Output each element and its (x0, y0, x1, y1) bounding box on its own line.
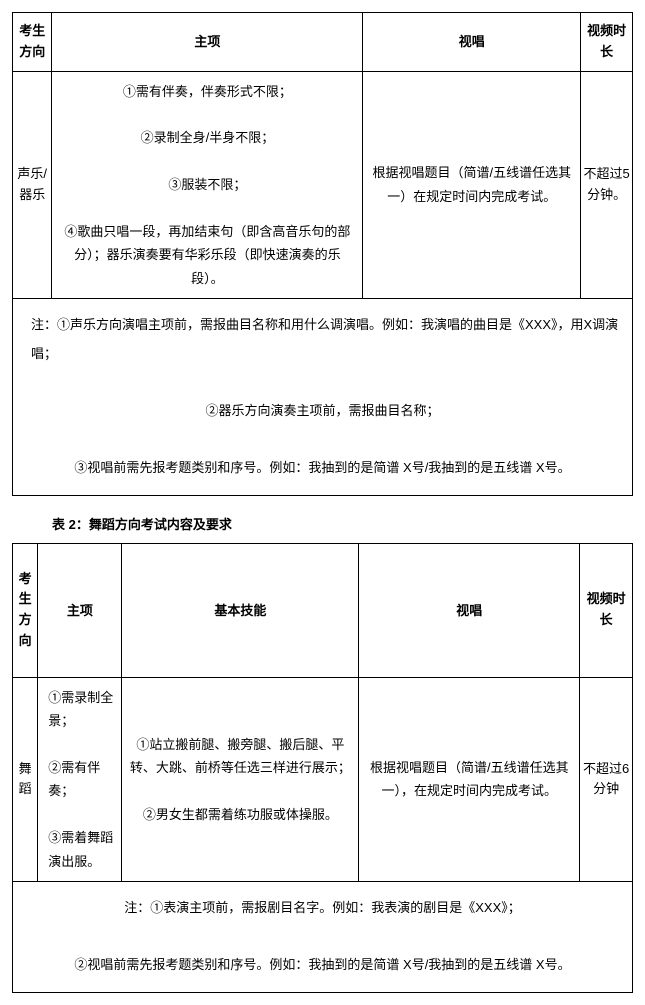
t2-main-l3: ③需着舞蹈演出服。 (48, 826, 115, 873)
t1-main-l1: ①需有伴奏，伴奏形式不限； (58, 80, 356, 103)
t2-note-cell: 注：①表演主项前，需报剧目名字。例如：我表演的剧目是《XXX》； ②视唱前需先报… (13, 881, 633, 992)
table-row: 考生方向 主项 基本技能 视唱 视频时长 (13, 543, 633, 677)
t1-header-duration: 视频时长 (581, 13, 633, 72)
t2-note-l1: 注：①表演主项前，需报剧目名字。例如：我表演的剧目是《XXX》； (21, 894, 624, 923)
table-2: 考生方向 主项 基本技能 视唱 视频时长 舞蹈 ①需录制全景； ②需有伴奏； ③… (12, 543, 633, 993)
t1-main-cell: ①需有伴奏，伴奏形式不限； ②录制全身/半身不限； ③服装不限； ④歌曲只唱一段… (52, 71, 363, 299)
t1-main-l2: ②录制全身/半身不限； (58, 126, 356, 149)
t1-main-l3: ③服装不限； (58, 173, 356, 196)
table-row: 声乐/器乐 ①需有伴奏，伴奏形式不限； ②录制全身/半身不限； ③服装不限； ④… (13, 71, 633, 299)
t1-main-l4: ④歌曲只唱一段，再加结束句（即含高音乐句的部分）；器乐演奏要有华彩乐段（即快速演… (58, 220, 356, 290)
t2-note-l2: ②视唱前需先报考题类别和序号。例如：我抽到的是简谱 X号/我抽到的是五线谱 X号… (21, 951, 624, 980)
t2-header-skill: 基本技能 (122, 543, 359, 677)
t1-duration: 不超过5分钟。 (581, 71, 633, 299)
t2-header-sight: 视唱 (359, 543, 580, 677)
t2-header-direction: 考生方向 (13, 543, 38, 677)
t1-note-cell: 注：①声乐方向演唱主项前，需报曲目名称和用什么调演唱。例如：我演唱的曲目是《XX… (13, 299, 633, 496)
t2-skill-l2: ②男女生都需着练功服或体操服。 (128, 803, 352, 826)
t1-header-sight: 视唱 (363, 13, 581, 72)
table-row: 注：①表演主项前，需报剧目名字。例如：我表演的剧目是《XXX》； ②视唱前需先报… (13, 881, 633, 992)
t2-duration: 不超过6分钟 (580, 677, 633, 881)
t1-header-main: 主项 (52, 13, 363, 72)
table-row: 舞蹈 ①需录制全景； ②需有伴奏； ③需着舞蹈演出服。 ①站立搬前腿、搬旁腿、搬… (13, 677, 633, 881)
t1-direction: 声乐/器乐 (13, 71, 52, 299)
table-1: 考生方向 主项 视唱 视频时长 声乐/器乐 ①需有伴奏，伴奏形式不限； ②录制全… (12, 12, 633, 496)
t2-main-l1: ①需录制全景； (48, 686, 115, 733)
t1-note-l2: ②器乐方向演奏主项前，需报曲目名称； (21, 397, 624, 426)
t2-main-cell: ①需录制全景； ②需有伴奏； ③需着舞蹈演出服。 (38, 677, 122, 881)
t1-note-l1: 注：①声乐方向演唱主项前，需报曲目名称和用什么调演唱。例如：我演唱的曲目是《XX… (21, 311, 624, 368)
t2-direction: 舞蹈 (13, 677, 38, 881)
t2-main-l2: ②需有伴奏； (48, 756, 115, 803)
t2-header-main: 主项 (38, 543, 122, 677)
t2-skill-cell: ①站立搬前腿、搬旁腿、搬后腿、平转、大跳、前桥等任选三样进行展示； ②男女生都需… (122, 677, 359, 881)
table2-caption: 表 2：舞蹈方向考试内容及要求 (52, 514, 633, 533)
t1-header-direction: 考生方向 (13, 13, 52, 72)
table-row: 考生方向 主项 视唱 视频时长 (13, 13, 633, 72)
t2-header-duration: 视频时长 (580, 543, 633, 677)
table-row: 注：①声乐方向演唱主项前，需报曲目名称和用什么调演唱。例如：我演唱的曲目是《XX… (13, 299, 633, 496)
t1-sight: 根据视唱题目（简谱/五线谱任选其一）在规定时间内完成考试。 (363, 71, 581, 299)
t2-sight: 根据视唱题目（简谱/五线谱任选其一），在规定时间内完成考试。 (359, 677, 580, 881)
t2-skill-l1: ①站立搬前腿、搬旁腿、搬后腿、平转、大跳、前桥等任选三样进行展示； (128, 733, 352, 780)
t1-note-l3: ③视唱前需先报考题类别和序号。例如：我抽到的是简谱 X号/我抽到的是五线谱 X号… (21, 454, 624, 483)
